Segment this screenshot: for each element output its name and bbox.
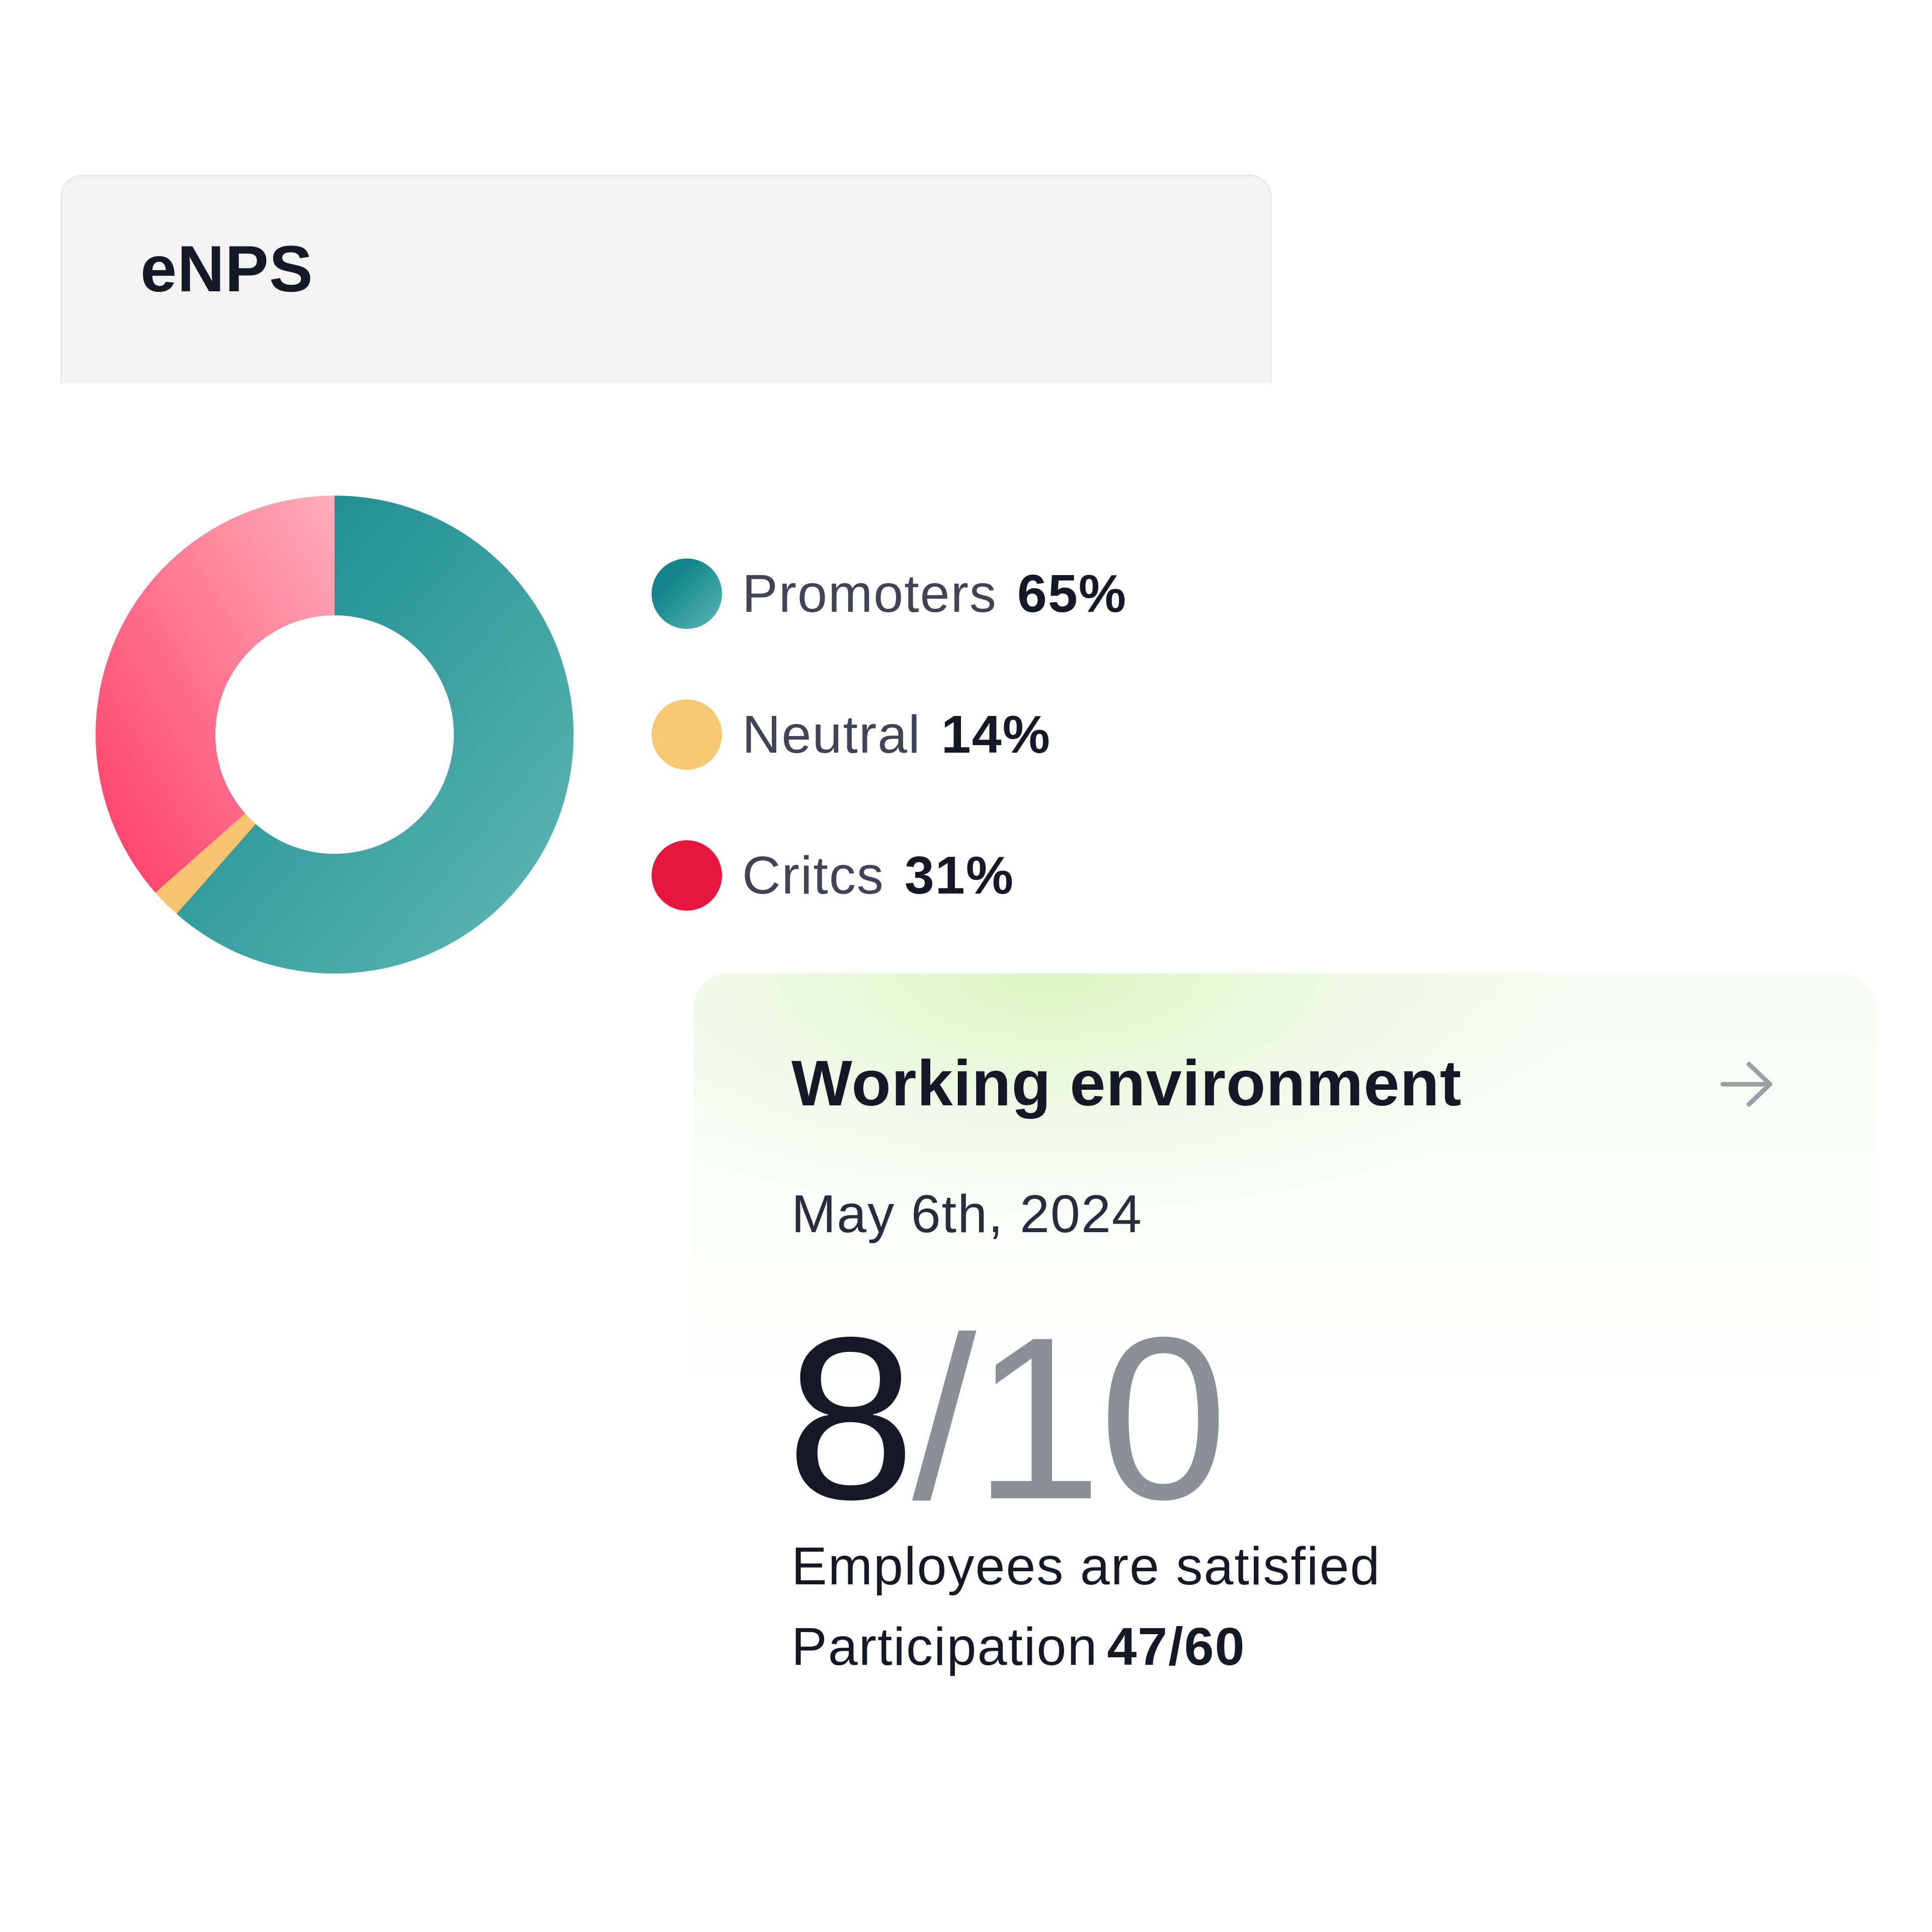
legend-item-promoters: Promoters 65% (652, 558, 1127, 629)
legend-value-neutral: 14% (941, 704, 1051, 764)
working-environment-title: Working environment (791, 1048, 1462, 1119)
arrow-right-icon-svg (1720, 1062, 1773, 1107)
legend-item-neutral: Neutral 14% (652, 699, 1051, 770)
donut-slice-neutral (155, 813, 256, 914)
donut-svg (96, 496, 574, 974)
participation-label: Participation (791, 1617, 1098, 1676)
promoters-dot-icon (652, 558, 722, 629)
neutral-dot-icon (652, 699, 722, 770)
arrow-right-icon[interactable] (1720, 1059, 1775, 1109)
legend-item-critics: Critcs 31% (652, 840, 1014, 911)
donut-slice-critics (96, 496, 335, 893)
score-max: /10 (912, 1290, 1228, 1548)
survey-date: May 6th, 2024 (791, 1184, 1143, 1244)
legend-label-neutral: Neutral (742, 704, 921, 764)
score-display: 8/10 (786, 1303, 1228, 1535)
participation-value: 47/60 (1107, 1617, 1246, 1676)
legend-label-critics: Critcs (742, 845, 884, 905)
working-environment-card[interactable]: Working environment May 6th, 2024 8/10 E… (693, 974, 1877, 1718)
score-value: 8 (786, 1290, 915, 1548)
participation-row: Participation 47/60 (791, 1620, 1246, 1673)
enps-header-card: eNPS (60, 175, 1272, 383)
satisfaction-text: Employees are satisfied (791, 1537, 1381, 1596)
enps-title: eNPS (140, 232, 313, 305)
legend-label-promoters: Promoters (742, 564, 997, 623)
legend-value-critics: 31% (904, 845, 1015, 905)
critics-dot-icon (652, 840, 722, 911)
donut-slice-promoters (176, 496, 574, 974)
enps-donut-chart (96, 496, 574, 974)
donut-slices (96, 496, 574, 974)
legend-value-promoters: 65% (1017, 564, 1128, 623)
